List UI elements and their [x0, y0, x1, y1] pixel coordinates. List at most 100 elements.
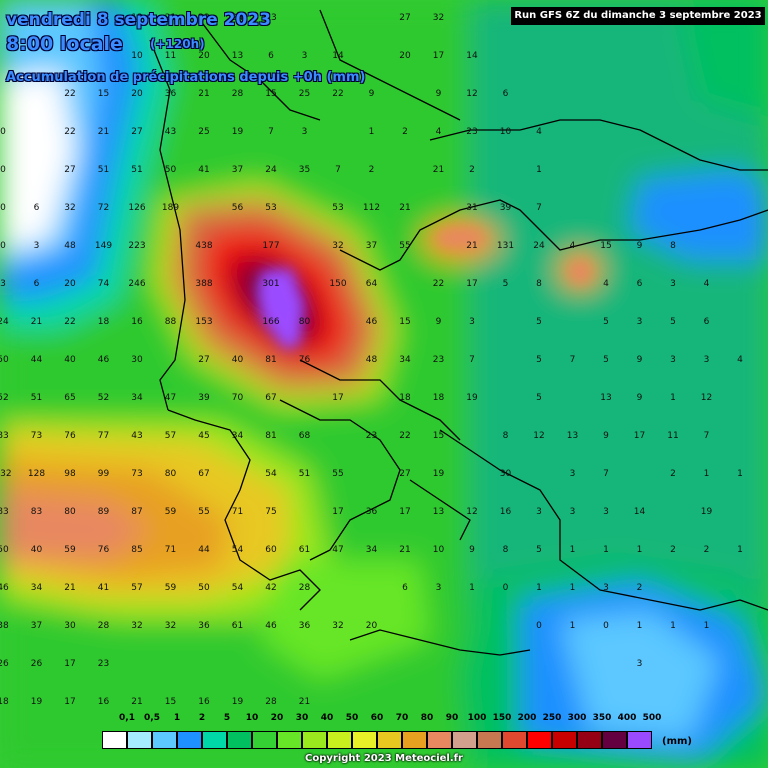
- grid-value: 0: [0, 127, 6, 137]
- legend-swatch: [427, 731, 452, 749]
- legend-swatch: [252, 731, 277, 749]
- forecast-time: 8:00 locale: [6, 33, 123, 55]
- grid-value: 24: [0, 317, 9, 327]
- legend-swatch: [627, 731, 652, 749]
- grid-value: 7: [536, 203, 542, 213]
- grid-value: 5: [536, 393, 542, 403]
- grid-value: 18: [399, 393, 411, 403]
- legend-label: 50: [345, 713, 359, 723]
- grid-value: 1: [704, 621, 710, 631]
- grid-value: 153: [195, 317, 212, 327]
- grid-value: 15: [433, 431, 444, 441]
- grid-value: 32: [332, 621, 343, 631]
- grid-value: 1: [570, 583, 576, 593]
- grid-value: 18: [98, 317, 110, 327]
- grid-value: 4: [570, 241, 576, 251]
- grid-value: 12: [701, 393, 712, 403]
- grid-value: 15: [399, 317, 410, 327]
- grid-value: 9: [637, 241, 643, 251]
- legend-swatch: [402, 731, 427, 749]
- grid-value: 9: [436, 89, 442, 99]
- grid-value: 15: [165, 697, 176, 707]
- grid-value: 1: [536, 165, 542, 175]
- grid-value: 37: [232, 165, 243, 175]
- grid-value: 50: [165, 165, 177, 175]
- grid-value: 301: [262, 279, 279, 289]
- grid-value: 2: [402, 127, 408, 137]
- legend-swatch: [527, 731, 552, 749]
- grid-value: 24: [265, 165, 277, 175]
- grid-value: 2: [369, 165, 375, 175]
- legend-label: 5: [223, 713, 231, 723]
- grid-value: 9: [369, 89, 375, 99]
- grid-value: 46: [0, 583, 9, 593]
- legend-label: 20: [270, 713, 284, 723]
- grid-value: 61: [299, 545, 310, 555]
- grid-value: 166: [262, 317, 279, 327]
- legend-swatch: [477, 731, 502, 749]
- grid-value: 0: [603, 621, 609, 631]
- grid-value: 17: [433, 51, 444, 61]
- legend-swatch: [277, 731, 302, 749]
- grid-value: 21: [131, 697, 142, 707]
- grid-value: 3: [570, 469, 576, 479]
- grid-value: 46: [98, 355, 110, 365]
- grid-value: 13: [600, 393, 611, 403]
- grid-value: 71: [165, 545, 176, 555]
- grid-value: 6: [34, 279, 40, 289]
- grid-value: 32: [131, 621, 142, 631]
- grid-value: 28: [299, 583, 311, 593]
- legend-label: 500: [642, 713, 662, 723]
- grid-value: 7: [335, 165, 341, 175]
- grid-value: 50: [0, 355, 9, 365]
- grid-value: 1: [570, 621, 576, 631]
- grid-value: 34: [131, 393, 143, 403]
- grid-value: 51: [131, 165, 142, 175]
- grid-value: 24: [232, 13, 244, 23]
- grid-value: 7: [469, 355, 475, 365]
- grid-value: 37: [366, 241, 377, 251]
- legend-swatch: [352, 731, 377, 749]
- grid-value: 388: [195, 279, 212, 289]
- grid-value: 11: [165, 51, 176, 61]
- grid-value: 88: [165, 317, 177, 327]
- grid-value: 44: [31, 355, 43, 365]
- grid-value: 10: [433, 545, 445, 555]
- legend-swatch: [302, 731, 327, 749]
- grid-value: 36: [198, 621, 210, 631]
- grid-value: 9: [603, 431, 609, 441]
- grid-value: 51: [98, 165, 109, 175]
- grid-value: 32: [64, 203, 75, 213]
- grid-value: 53: [265, 203, 276, 213]
- grid-value: 55: [332, 469, 343, 479]
- grid-value: 3: [570, 507, 576, 517]
- grid-value: 132: [0, 469, 12, 479]
- grid-value: 17: [634, 431, 645, 441]
- legend-label: 100: [467, 713, 487, 723]
- grid-value: 27: [64, 165, 75, 175]
- grid-value: 48: [366, 355, 378, 365]
- grid-value: 32: [332, 241, 343, 251]
- grid-value: 57: [165, 431, 176, 441]
- grid-value: 27: [399, 469, 410, 479]
- legend-unit: (mm): [662, 736, 692, 747]
- grid-value: 52: [98, 393, 109, 403]
- grid-value: 1: [670, 621, 676, 631]
- coastlines: [149, 9, 768, 656]
- grid-value: 16: [198, 697, 210, 707]
- grid-value: 27: [399, 13, 410, 23]
- legend-label: 10: [245, 713, 259, 723]
- grid-value: 37: [31, 621, 42, 631]
- forecast-date: vendredi 8 septembre 2023: [6, 10, 271, 30]
- grid-value: 17: [64, 697, 75, 707]
- run-info: Run GFS 6Z du dimanche 3 septembre 2023: [511, 7, 765, 25]
- grid-value: 67: [265, 393, 276, 403]
- legend-label: 70: [395, 713, 409, 723]
- grid-value: 14: [332, 51, 344, 61]
- grid-value: 15: [600, 241, 611, 251]
- grid-value: 27: [131, 127, 142, 137]
- grid-value: 126: [128, 203, 145, 213]
- grid-value: 5: [536, 355, 542, 365]
